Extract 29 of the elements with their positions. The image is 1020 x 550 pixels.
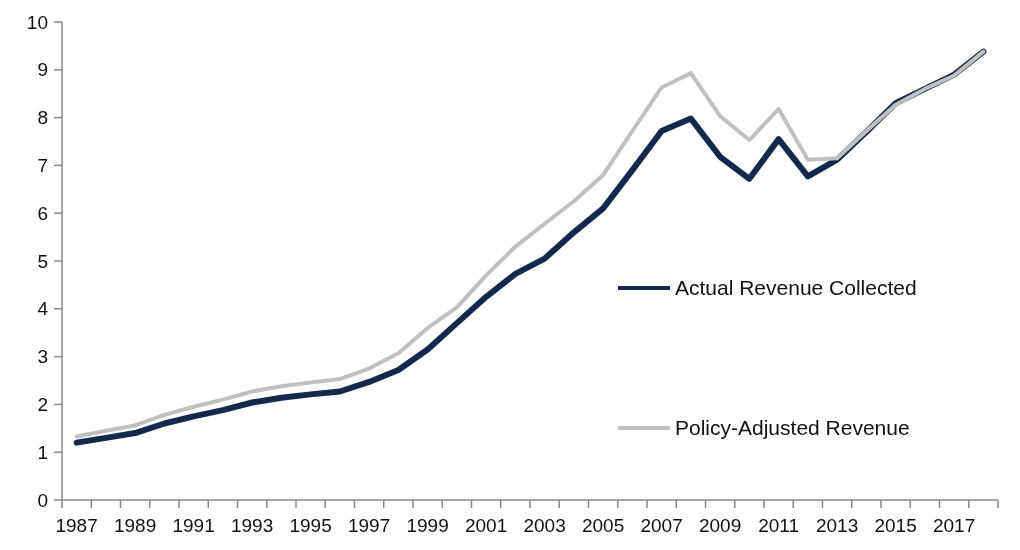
y-tick-label: 5 xyxy=(37,250,48,272)
x-tick-label: 2015 xyxy=(874,515,917,536)
x-tick-label: 2007 xyxy=(640,515,683,536)
y-tick-label: 2 xyxy=(37,394,48,416)
x-tick-label: 2017 xyxy=(932,515,976,536)
y-tick-label: 7 xyxy=(37,155,48,177)
x-tick-label: 2013 xyxy=(815,515,859,536)
y-tick-label: 6 xyxy=(37,202,48,224)
y-tick-label: 4 xyxy=(37,298,49,320)
y-tick-label: 0 xyxy=(37,489,48,511)
legend-label: Actual Revenue Collected xyxy=(675,276,917,300)
x-tick-label: 1999 xyxy=(406,515,449,536)
y-tick-label: 9 xyxy=(37,59,48,81)
x-tick-label: 2011 xyxy=(758,515,800,536)
x-tick-label: 2003 xyxy=(523,515,566,536)
x-tick-label: 1991 xyxy=(172,515,215,536)
x-tick-label: 1987 xyxy=(55,515,98,536)
y-tick-label: 10 xyxy=(26,11,48,33)
x-tick-label: 2001 xyxy=(464,515,508,536)
x-tick-label: 1989 xyxy=(113,515,157,536)
y-tick-label: 1 xyxy=(37,441,48,463)
y-tick-label: 3 xyxy=(37,346,48,368)
x-tick-label: 1993 xyxy=(230,515,274,536)
x-tick-label: 2005 xyxy=(581,515,625,536)
x-tick-label: 1997 xyxy=(347,515,391,536)
legend-label: Policy-Adjusted Revenue xyxy=(675,416,910,440)
y-tick-label: 8 xyxy=(37,107,48,129)
x-tick-label: 2009 xyxy=(698,515,742,536)
x-tick-label: 1995 xyxy=(289,515,332,536)
